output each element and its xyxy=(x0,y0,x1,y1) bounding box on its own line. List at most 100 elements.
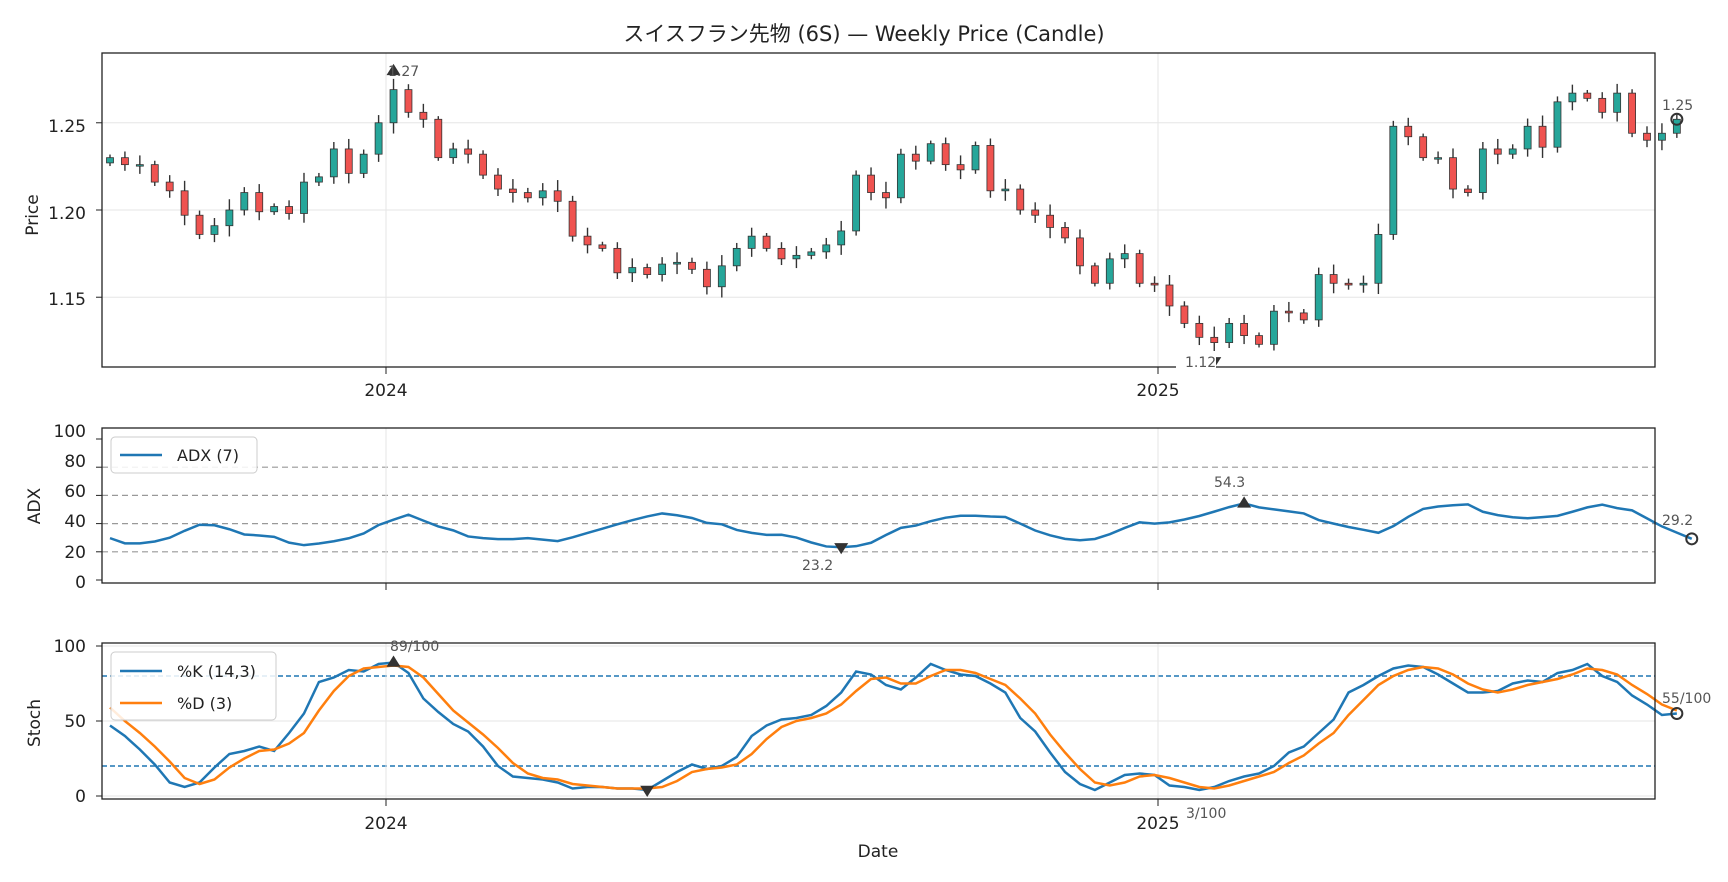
candle-body xyxy=(1284,310,1293,314)
d-line xyxy=(109,664,1678,790)
stoch-axis-label: Stoch xyxy=(25,699,45,747)
price-high-marker xyxy=(386,63,401,76)
candle-body xyxy=(971,145,980,171)
candle-body xyxy=(1105,258,1114,284)
price-axis-label: Price xyxy=(23,194,43,235)
price-last-marker xyxy=(1670,112,1684,126)
adx-low-marker xyxy=(834,543,849,555)
candle-body xyxy=(300,181,308,214)
candle-body xyxy=(1583,92,1592,99)
candle-body xyxy=(568,200,577,237)
candle-body xyxy=(1508,148,1517,155)
candle-body xyxy=(688,261,696,270)
price-panel: Price 1.25 1.20 1.15 2024 2025 1.27 1.12… xyxy=(23,52,1693,401)
candle-body xyxy=(1598,97,1607,113)
candle-body xyxy=(1672,118,1681,134)
candle-body xyxy=(732,247,741,267)
candle-body xyxy=(1270,310,1278,345)
candle-body xyxy=(1255,335,1263,345)
candle-body xyxy=(702,268,711,288)
candle-body xyxy=(1359,282,1368,286)
adx-legend-label: ADX (7) xyxy=(177,446,239,465)
candle-body xyxy=(329,148,338,178)
price-low-label-bg xyxy=(1176,351,1216,371)
stoch-ytick: 100 xyxy=(54,637,86,657)
adx-ytick: 60 xyxy=(64,482,86,502)
chart-title: スイスフラン先物 (6S) — Weekly Price (Candle) xyxy=(623,22,1104,46)
candle-body xyxy=(1404,125,1413,138)
adx-last-marker xyxy=(1685,532,1699,546)
candle-body xyxy=(315,176,323,183)
stoch-high-annotation: 89/100 xyxy=(390,639,439,655)
candle-body xyxy=(1061,227,1069,239)
candle-body xyxy=(598,244,607,249)
candle-body xyxy=(434,118,443,159)
price-xtick: 2025 xyxy=(1136,381,1179,401)
candle-body xyxy=(1389,125,1398,235)
adx-ytick: 80 xyxy=(64,452,86,472)
candle-body xyxy=(673,261,681,265)
stoch-last-annotation: 55/100 xyxy=(1662,691,1711,707)
adx-legend: ADX (7) xyxy=(110,436,258,474)
candle-body xyxy=(1314,274,1323,321)
candle-body xyxy=(1658,132,1666,141)
stoch-legend: %K (14,3) %D (3) xyxy=(110,651,277,721)
adx-line xyxy=(109,502,1693,549)
price-low-annotation: 1.12 xyxy=(1185,355,1216,371)
candle-body xyxy=(359,153,368,174)
price-last-annotation: 1.25 xyxy=(1662,98,1693,114)
candle-body xyxy=(538,190,547,199)
candle-body xyxy=(285,206,293,214)
candle-body xyxy=(1195,322,1204,338)
candle-body xyxy=(1016,188,1025,211)
candle-body xyxy=(807,251,816,256)
price-ytick: 1.20 xyxy=(48,204,86,224)
adx-ytick: 20 xyxy=(64,543,86,563)
candle-body xyxy=(1001,188,1010,192)
candle-body xyxy=(374,122,383,155)
candle-body xyxy=(255,192,264,213)
stoch-xtick: 2024 xyxy=(364,814,407,834)
stoch-panel-frame xyxy=(101,642,1656,800)
candle-body xyxy=(1150,282,1159,286)
candle-body xyxy=(523,192,532,199)
price-ytick: 1.25 xyxy=(48,117,86,137)
d-legend-label: %D (3) xyxy=(177,694,232,713)
stoch-low-annotation: 3/100 xyxy=(1186,806,1226,822)
candle-body xyxy=(1568,92,1577,103)
candle-body xyxy=(1299,312,1308,321)
candle-body xyxy=(150,164,159,183)
candle-body xyxy=(822,244,831,253)
candle-body xyxy=(1165,284,1174,307)
candle-body xyxy=(1538,125,1547,148)
candle-body xyxy=(553,190,562,202)
candle-body xyxy=(1419,136,1428,159)
price-ytick: 1.15 xyxy=(48,290,86,310)
candle-body xyxy=(1449,157,1457,190)
k-legend-label: %K (14,3) xyxy=(177,662,256,681)
candle-body xyxy=(389,89,398,124)
candle-body xyxy=(762,235,771,249)
candle-body xyxy=(882,192,890,199)
candle-body xyxy=(1031,209,1040,216)
stoch-last-marker xyxy=(1670,707,1684,720)
price-high-annotation: 1.27 xyxy=(388,64,419,80)
stoch-low-marker xyxy=(640,785,655,797)
candle-body xyxy=(509,188,517,193)
adx-panel-frame xyxy=(101,427,1656,584)
candle-body xyxy=(464,148,473,155)
adx-ytick: 100 xyxy=(54,422,86,442)
candle-body xyxy=(986,145,995,192)
candle-body xyxy=(1180,305,1189,324)
candle-body xyxy=(628,267,637,274)
adx-ytick: 0 xyxy=(75,573,86,593)
adx-high-annotation: 54.3 xyxy=(1214,475,1245,491)
candle-body xyxy=(911,153,920,162)
adx-low-annotation: 23.2 xyxy=(802,558,833,574)
candle-body xyxy=(956,164,965,171)
candle-body xyxy=(344,148,353,174)
candle-body xyxy=(479,153,487,176)
candle-body xyxy=(613,247,622,274)
candle-body xyxy=(494,174,502,190)
candle-body xyxy=(1478,148,1487,193)
